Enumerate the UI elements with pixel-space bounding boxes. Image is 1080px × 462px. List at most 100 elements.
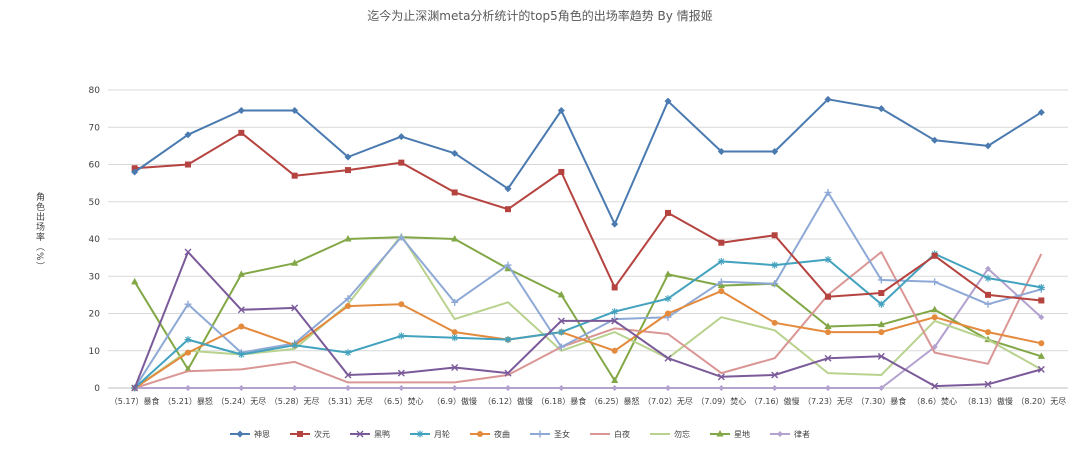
- data-point: [291, 172, 298, 179]
- data-point: [557, 328, 565, 336]
- data-point: [557, 106, 565, 114]
- data-point: [451, 235, 459, 242]
- data-point: [504, 261, 512, 269]
- data-point: [824, 255, 832, 263]
- legend-label: 星地: [734, 429, 750, 439]
- data-point: [777, 431, 783, 437]
- y-tick-label: 40: [89, 235, 101, 245]
- data-point: [131, 384, 139, 392]
- data-point: [297, 431, 303, 437]
- data-point: [931, 314, 938, 321]
- series-line: [134, 267, 1042, 389]
- series-line: [134, 131, 1042, 302]
- data-point: [718, 385, 725, 391]
- data-point: [451, 329, 458, 336]
- data-point: [397, 369, 405, 377]
- data-point: [824, 354, 832, 362]
- data-point: [985, 291, 991, 298]
- data-point: [451, 298, 459, 306]
- data-point: [717, 373, 725, 381]
- data-point: [131, 165, 138, 172]
- data-point: [931, 305, 939, 313]
- series-layer: [131, 95, 1045, 392]
- data-point: [771, 261, 779, 269]
- x-tick-label: （8.13）傲慢: [963, 396, 1013, 406]
- data-point: [557, 343, 565, 351]
- series-3: [131, 248, 1045, 392]
- data-point: [397, 233, 405, 241]
- legend-label: 律者: [794, 429, 810, 439]
- data-point: [1037, 283, 1045, 291]
- data-point: [878, 385, 885, 391]
- data-point: [131, 168, 139, 176]
- data-point: [931, 382, 939, 390]
- data-point: [504, 185, 512, 193]
- data-point: [184, 300, 192, 308]
- x-tick-label: （5.28）无尽: [270, 397, 320, 406]
- data-point: [985, 329, 991, 336]
- data-point: [237, 306, 245, 314]
- legend-item-2: 次元: [290, 429, 330, 439]
- data-point: [771, 319, 778, 326]
- data-point: [184, 131, 192, 139]
- data-point: [984, 274, 992, 282]
- data-point: [877, 276, 885, 284]
- y-tick-label: 70: [89, 123, 101, 133]
- data-point: [825, 293, 831, 300]
- data-point: [344, 371, 352, 379]
- data-point: [718, 288, 725, 295]
- y-tick-label: 50: [89, 198, 101, 208]
- data-point: [664, 270, 672, 277]
- legend-layer: 神恩 次元 黑鸭 月轮 夜曲 圣女 白夜 勿忘 星地 律者: [230, 429, 810, 439]
- data-point: [985, 265, 991, 272]
- data-point: [451, 149, 459, 157]
- data-point: [344, 235, 352, 242]
- data-point: [505, 206, 511, 213]
- data-point: [984, 142, 992, 150]
- data-point: [771, 232, 778, 239]
- data-point: [984, 300, 992, 308]
- series-6: [131, 188, 1045, 392]
- data-point: [877, 352, 885, 360]
- x-tick-label: （6.25）暴怒: [590, 396, 640, 406]
- y-axis-label: 角色出场率（%）: [34, 192, 44, 272]
- data-point: [291, 341, 299, 349]
- data-point: [505, 385, 511, 391]
- data-point: [984, 380, 992, 388]
- x-tick-label: （6.9）傲慢: [432, 396, 477, 406]
- data-point: [824, 188, 832, 196]
- legend-label: 勿忘: [674, 429, 690, 439]
- data-point: [236, 430, 244, 438]
- data-point: [877, 105, 885, 113]
- data-point: [824, 95, 832, 103]
- data-point: [451, 334, 459, 342]
- data-point: [558, 385, 565, 391]
- data-point: [185, 161, 191, 168]
- data-point: [238, 323, 245, 330]
- grid-layer: [108, 89, 1068, 352]
- data-point: [717, 278, 725, 286]
- data-point: [184, 248, 192, 256]
- x-tick-label: （5.21）暴怒: [163, 396, 213, 406]
- data-point: [344, 153, 352, 161]
- data-point: [344, 349, 352, 357]
- data-point: [771, 147, 779, 155]
- data-point: [665, 310, 671, 317]
- data-point: [185, 349, 191, 356]
- legend-label: 夜曲: [494, 429, 510, 439]
- data-point: [184, 336, 192, 344]
- y-tick-label: 60: [89, 161, 101, 171]
- x-tick-label: （7.16）傲慢: [750, 396, 800, 406]
- data-point: [557, 317, 565, 325]
- series-line: [133, 191, 1042, 389]
- legend-item-4: 月轮: [410, 429, 450, 439]
- data-point: [877, 300, 885, 308]
- data-point: [356, 430, 364, 438]
- legend-item-10: 律者: [770, 429, 810, 439]
- data-point: [611, 308, 619, 316]
- data-point: [878, 329, 885, 336]
- data-point: [237, 270, 245, 277]
- chart-title: 迄今为止深渊meta分析统计的top5角色的出场率趋势 By 情报姬: [367, 9, 713, 23]
- data-point: [557, 290, 565, 298]
